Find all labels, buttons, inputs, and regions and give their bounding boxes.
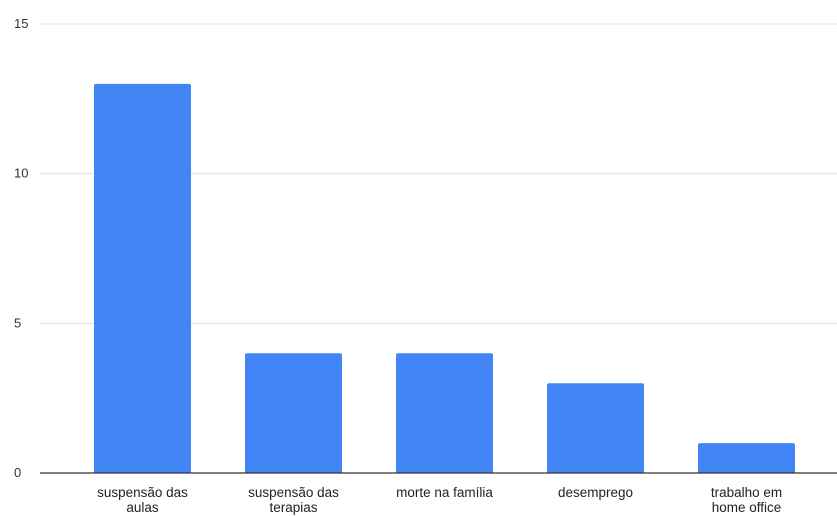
- bar-3: [547, 383, 644, 473]
- bar-0: [94, 83, 191, 473]
- x-category-label-line: aulas: [126, 500, 159, 515]
- y-tick-label-0: 0: [14, 465, 21, 480]
- x-category-label-line: suspensão das: [248, 485, 339, 500]
- y-tick-label-5: 5: [14, 315, 21, 330]
- x-category-label-line: trabalho em: [711, 485, 782, 500]
- x-category-label-line: home office: [712, 500, 782, 515]
- y-tick-label-10: 10: [14, 166, 28, 181]
- y-tick-label-15: 15: [14, 16, 28, 31]
- x-category-label-0: suspensão das aulas: [97, 485, 188, 515]
- bar-4: [698, 443, 795, 473]
- y-axis-tick-labels: 0 5 10 15: [14, 16, 28, 480]
- x-category-label-2: morte na família: [396, 485, 493, 500]
- x-category-label-1: suspensão das terapias: [248, 485, 339, 515]
- x-category-label-line: terapias: [269, 500, 317, 515]
- bar-2: [396, 353, 493, 473]
- bar-1: [245, 353, 342, 473]
- x-category-label-line: suspensão das: [97, 485, 188, 500]
- x-category-label-line: morte na família: [396, 485, 493, 500]
- bars: [94, 83, 795, 473]
- x-category-label-4: trabalho em home office: [711, 485, 782, 515]
- x-category-label-3: desemprego: [558, 485, 633, 500]
- x-category-label-line: desemprego: [558, 485, 633, 500]
